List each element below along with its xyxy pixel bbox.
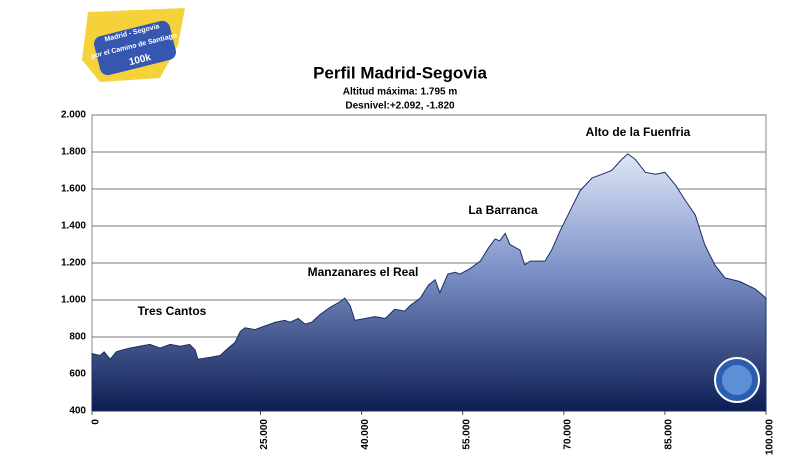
race-badge: [714, 357, 760, 403]
x-tick-label: 0: [91, 419, 102, 425]
y-tick-label: 2.000: [61, 110, 86, 121]
x-tick-label: 85.000: [664, 419, 675, 450]
y-tick-label: 400: [69, 406, 86, 417]
elevation-area: [91, 153, 767, 412]
subtitle: Altitud máxima: 1.795 m: [343, 87, 458, 98]
x-tick-label: 70.000: [562, 419, 573, 450]
x-tick-label: 100.000: [765, 419, 776, 456]
x-tick-label: 55.000: [461, 419, 472, 450]
annotation: La Barranca: [468, 203, 538, 217]
logo-badge: [94, 20, 176, 76]
y-tick-label: 1.800: [61, 147, 86, 158]
annotation: Alto de la Fuenfria: [586, 125, 691, 139]
chart-title: Perfil Madrid-Segovia: [313, 63, 487, 82]
y-tick-label: 800: [69, 332, 86, 343]
annotation: Manzanares el Real: [308, 265, 419, 279]
x-tick-label: 25.000: [259, 419, 270, 450]
subtitle: Desnivel:+2.092, -1.820: [345, 101, 455, 112]
y-tick-label: 1.000: [61, 295, 86, 306]
y-tick-label: 1.600: [61, 184, 86, 195]
y-tick-label: 1.200: [61, 258, 86, 269]
logo-text: 100k: [128, 52, 153, 68]
badge-inner: [722, 365, 752, 395]
y-tick-label: 600: [69, 369, 86, 380]
logo: Madrid - Segovia por el Camino de Santia…: [82, 8, 185, 82]
y-tick-label: 1.400: [61, 221, 86, 232]
annotation: Tres Cantos: [138, 304, 207, 318]
x-tick-label: 40.000: [360, 419, 371, 450]
